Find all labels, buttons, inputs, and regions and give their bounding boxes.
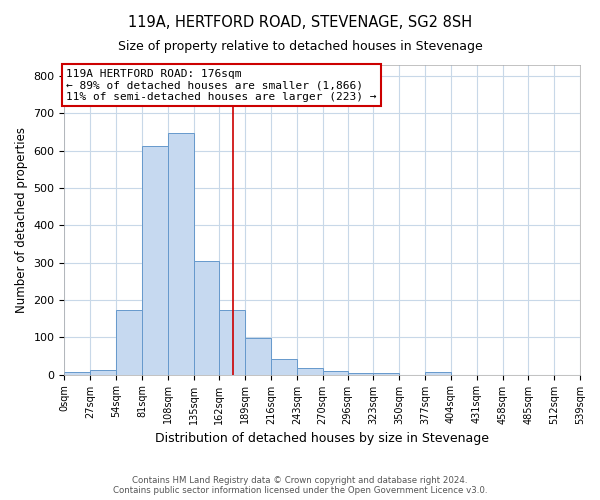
Bar [271,359,297,374]
X-axis label: Distribution of detached houses by size in Stevenage: Distribution of detached houses by size … [155,432,489,445]
Bar [245,338,271,374]
Bar [64,372,90,374]
Bar [297,368,323,374]
Bar [116,310,142,374]
Bar [323,371,347,374]
Text: 119A HERTFORD ROAD: 176sqm
← 89% of detached houses are smaller (1,866)
11% of s: 119A HERTFORD ROAD: 176sqm ← 89% of deta… [67,68,377,102]
Text: 119A, HERTFORD ROAD, STEVENAGE, SG2 8SH: 119A, HERTFORD ROAD, STEVENAGE, SG2 8SH [128,15,472,30]
Text: Size of property relative to detached houses in Stevenage: Size of property relative to detached ho… [118,40,482,53]
Y-axis label: Number of detached properties: Number of detached properties [15,127,28,313]
Bar [425,372,451,374]
Bar [168,133,194,374]
Bar [347,373,373,374]
Text: Contains HM Land Registry data © Crown copyright and database right 2024.
Contai: Contains HM Land Registry data © Crown c… [113,476,487,495]
Bar [220,310,245,374]
Bar [142,146,168,374]
Bar [90,370,116,374]
Bar [194,261,220,374]
Bar [373,372,399,374]
